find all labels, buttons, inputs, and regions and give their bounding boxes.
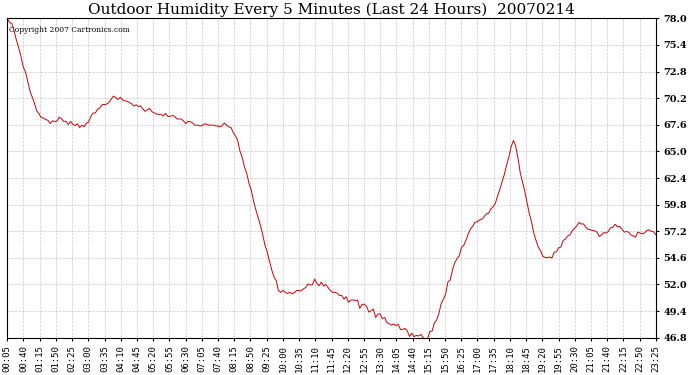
Title: Outdoor Humidity Every 5 Minutes (Last 24 Hours)  20070214: Outdoor Humidity Every 5 Minutes (Last 2… xyxy=(88,3,575,17)
Text: Copyright 2007 Cartronics.com: Copyright 2007 Cartronics.com xyxy=(9,26,130,34)
